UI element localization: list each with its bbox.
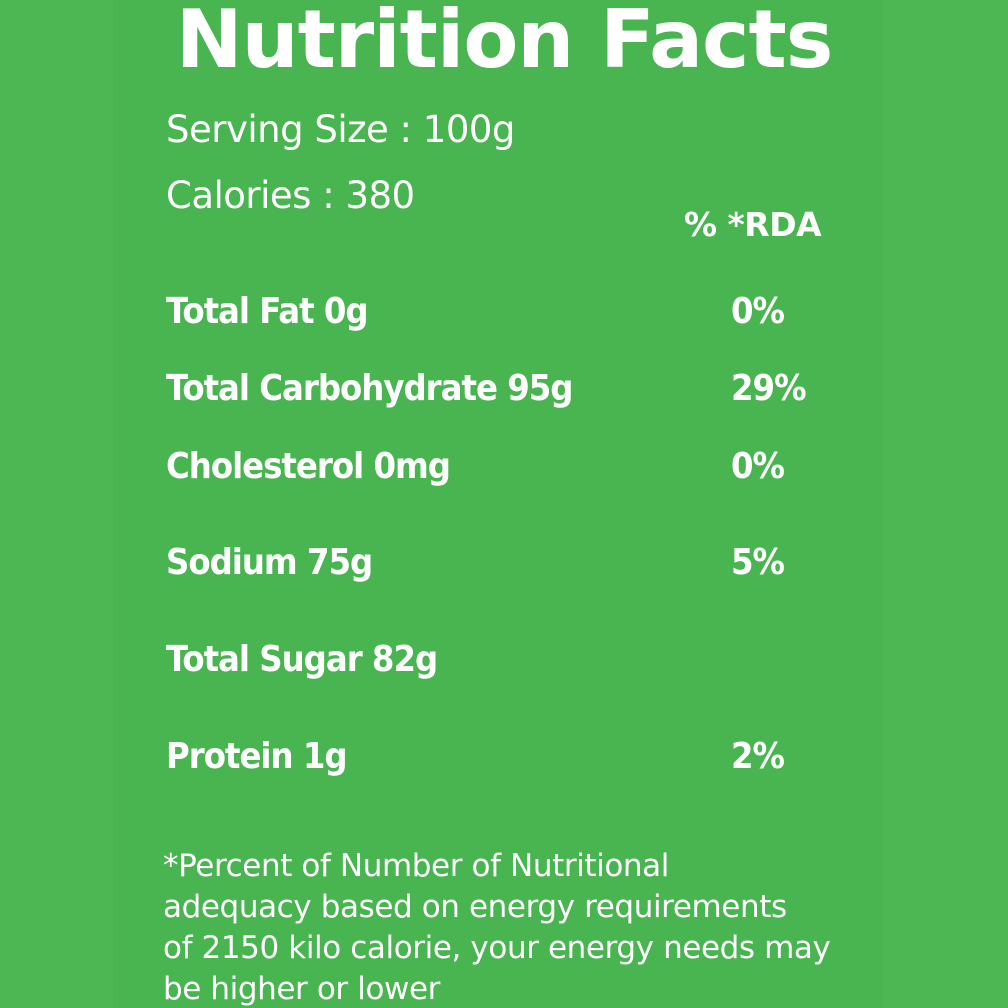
footnote-line: be higher or lower [163,971,440,1007]
page-title: Nutrition Facts [175,0,834,86]
rda-column-header: % *RDA [684,205,822,244]
nutrient-rda: 29% [731,368,807,409]
footnote-line: of 2150 kilo calorie, your energy needs … [163,930,831,966]
nutrient-rda: 0% [731,446,785,487]
footnote-line: *Percent of Number of Nutritional [163,848,669,884]
nutrient-name: Sodium 75g [166,542,373,583]
nutrient-name: Total Fat 0g [166,291,369,332]
nutrient-name: Total Sugar 82g [166,639,438,680]
calories: Calories : 380 [166,174,415,217]
nutrient-rda: 2% [731,736,785,777]
nutrient-name: Protein 1g [166,736,348,777]
serving-size: Serving Size : 100g [166,108,515,151]
nutrient-name: Total Carbohydrate 95g [166,368,573,409]
nutrient-rda: 0% [731,291,785,332]
footnote-line: adequacy based on energy requirements [163,889,787,925]
nutrient-name: Cholesterol 0mg [166,446,451,487]
nutrient-rda: 5% [731,542,785,583]
label-panel [113,0,883,1008]
rda-footnote: *Percent of Number of Nutritional adequa… [163,846,883,1008]
